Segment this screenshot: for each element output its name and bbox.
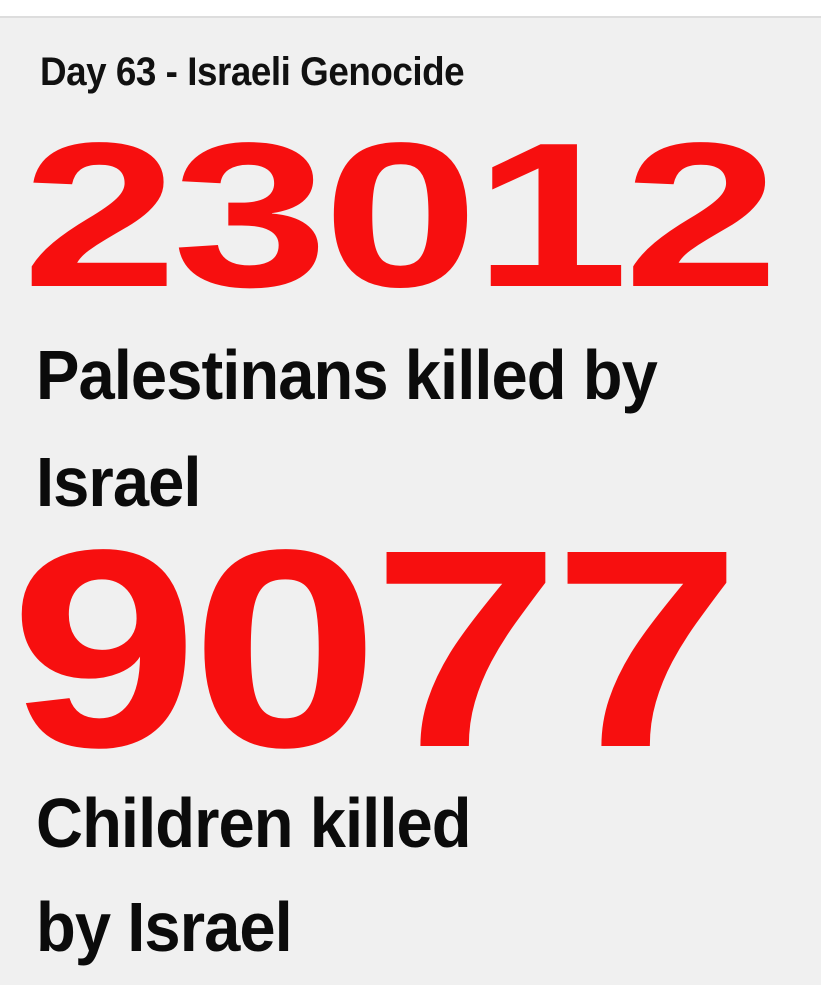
total-killed-number: 23012 xyxy=(22,100,779,330)
page-title: Day 63 - Israeli Genocide xyxy=(40,50,465,94)
total-killed-caption-line-1: Palestinans killed by xyxy=(36,336,658,414)
children-killed-number: 9077 xyxy=(10,491,741,806)
children-killed-caption-line-1: Children killed xyxy=(36,784,472,862)
children-killed-caption-line-2: by Israel xyxy=(36,888,293,966)
top-bar xyxy=(0,0,821,18)
total-killed-caption-line-2: Israel xyxy=(36,443,201,521)
